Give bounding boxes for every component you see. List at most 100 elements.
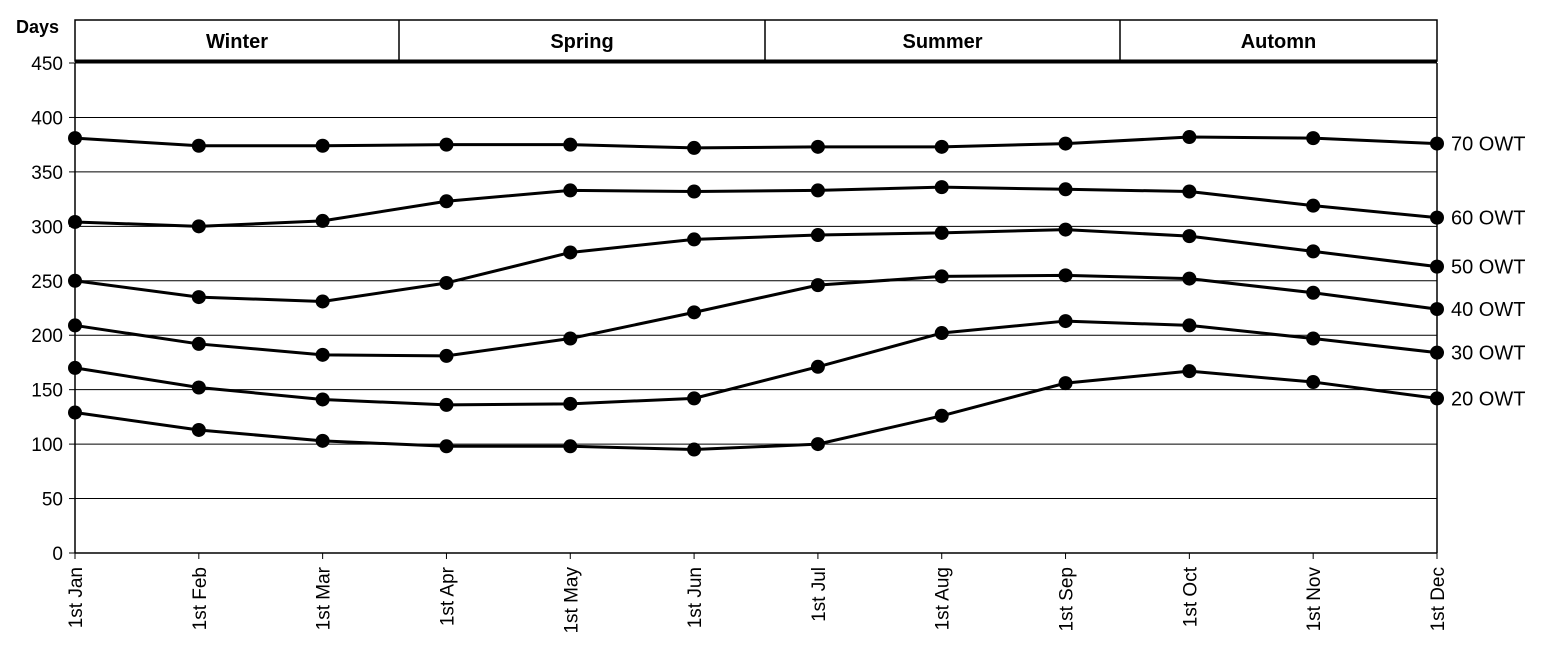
y-tick-label: 250 <box>31 272 63 293</box>
data-point-30-owt-1st-jan <box>68 360 82 375</box>
data-point-20-owt-1st-feb <box>191 422 206 437</box>
data-point-20-owt-1st-may <box>563 439 578 454</box>
season-label-summer: Summer <box>902 31 982 53</box>
x-tick-label-1st-sep: 1st Sep <box>1057 567 1078 631</box>
data-point-20-owt-1st-jun <box>687 442 702 457</box>
data-point-50-owt-1st-nov <box>1306 244 1321 259</box>
data-point-70-owt-1st-dec <box>1430 136 1444 151</box>
data-point-50-owt-1st-sep <box>1058 222 1073 237</box>
data-point-50-owt-1st-aug <box>934 225 949 240</box>
season-header: Winter Spring Summer Automn <box>74 19 1438 63</box>
data-point-40-owt-1st-oct <box>1182 271 1197 286</box>
data-point-20-owt-1st-jan <box>68 405 82 420</box>
data-point-60-owt-1st-feb <box>191 219 206 234</box>
data-point-60-owt-1st-aug <box>934 180 949 195</box>
data-point-30-owt-1st-aug <box>934 326 949 341</box>
x-tick-label-1st-jan: 1st Jan <box>66 567 87 628</box>
data-point-70-owt-1st-may <box>563 137 578 152</box>
data-point-20-owt-1st-mar <box>315 433 330 448</box>
data-point-60-owt-1st-oct <box>1182 184 1197 199</box>
series-layer <box>68 130 1444 457</box>
x-tick-label-1st-may: 1st May <box>561 567 582 634</box>
grid-layer <box>75 62 1437 500</box>
data-point-70-owt-1st-oct <box>1182 130 1197 145</box>
data-point-30-owt-1st-mar <box>315 392 330 407</box>
x-tick-label-1st-oct: 1st Oct <box>1180 566 1201 627</box>
data-point-60-owt-1st-mar <box>315 213 330 228</box>
data-point-60-owt-1st-nov <box>1306 198 1321 213</box>
data-point-40-owt-1st-may <box>563 331 578 346</box>
data-point-70-owt-1st-feb <box>191 138 206 153</box>
data-point-70-owt-1st-jan <box>68 131 82 146</box>
data-point-30-owt-1st-jul <box>810 359 825 374</box>
data-point-50-owt-1st-jun <box>687 232 702 247</box>
data-point-50-owt-1st-apr <box>439 275 454 290</box>
x-tick-label-1st-jun: 1st Jun <box>685 567 706 628</box>
series-line-70-owt <box>74 135 1438 150</box>
data-point-30-owt-1st-may <box>563 396 578 411</box>
data-point-50-owt-1st-may <box>563 245 578 260</box>
season-label-winter: Winter <box>206 31 268 53</box>
data-point-20-owt-1st-oct <box>1182 364 1197 379</box>
data-point-30-owt-1st-feb <box>191 380 206 395</box>
series-label-50-owt: 50 OWT <box>1451 257 1525 279</box>
data-point-30-owt-1st-jun <box>687 391 702 406</box>
series-labels: 70 OWT 60 OWT 50 OWT 40 OWT 30 OWT 20 OWT <box>1451 134 1525 411</box>
y-tick-label: 0 <box>52 544 63 565</box>
data-point-30-owt-1st-sep <box>1058 314 1073 329</box>
data-point-60-owt-1st-jan <box>68 214 82 229</box>
y-tick-label: 150 <box>31 381 63 402</box>
y-tick-label: 400 <box>31 108 63 129</box>
season-label-automn: Automn <box>1241 31 1317 53</box>
data-point-40-owt-1st-mar <box>315 347 330 362</box>
series-label-40-owt: 40 OWT <box>1451 299 1525 321</box>
series-line-20-owt <box>74 369 1438 452</box>
x-tick-label-1st-mar: 1st Mar <box>314 566 335 630</box>
series-line-50-owt <box>74 228 1438 303</box>
data-point-70-owt-1st-jun <box>687 140 702 155</box>
series-label-30-owt: 30 OWT <box>1451 343 1525 365</box>
data-point-30-owt-1st-nov <box>1306 331 1321 346</box>
data-point-70-owt-1st-sep <box>1058 136 1073 151</box>
data-point-60-owt-1st-apr <box>439 194 454 209</box>
x-tick-label-1st-aug: 1st Aug <box>933 567 954 630</box>
season-label-spring: Spring <box>550 31 613 53</box>
series-line-30-owt <box>74 319 1438 407</box>
data-point-20-owt-1st-nov <box>1306 375 1321 390</box>
data-point-60-owt-1st-jun <box>687 184 702 199</box>
series-line-40-owt <box>74 273 1438 358</box>
data-point-50-owt-1st-dec <box>1430 259 1444 274</box>
data-point-40-owt-1st-jun <box>687 305 702 320</box>
data-point-40-owt-1st-dec <box>1430 302 1444 317</box>
data-point-30-owt-1st-apr <box>439 397 454 412</box>
y-tick-label: 300 <box>31 217 63 238</box>
y-tick-label: 100 <box>31 435 63 456</box>
data-point-70-owt-1st-nov <box>1306 131 1321 146</box>
data-point-60-owt-1st-sep <box>1058 182 1073 197</box>
x-tick-label-1st-apr: 1st Apr <box>437 566 458 626</box>
data-point-50-owt-1st-oct <box>1182 229 1197 244</box>
data-point-60-owt-1st-may <box>563 183 578 198</box>
series-label-70-owt: 70 OWT <box>1451 134 1525 156</box>
y-tick-label: 350 <box>31 163 63 184</box>
data-point-50-owt-1st-feb <box>191 290 206 305</box>
data-point-70-owt-1st-mar <box>315 138 330 153</box>
data-point-40-owt-1st-sep <box>1058 268 1073 283</box>
data-point-20-owt-1st-dec <box>1430 391 1444 406</box>
data-point-40-owt-1st-feb <box>191 336 206 351</box>
x-tick-label-1st-nov: 1st Nov <box>1304 567 1325 632</box>
data-point-60-owt-1st-dec <box>1430 210 1444 225</box>
data-point-70-owt-1st-aug <box>934 139 949 154</box>
y-tick-label: 200 <box>31 326 63 347</box>
x-tick-label-1st-dec: 1st Dec <box>1428 567 1449 631</box>
series-label-60-owt: 60 OWT <box>1451 208 1525 230</box>
data-point-40-owt-1st-nov <box>1306 285 1321 300</box>
y-tick-label: 50 <box>42 490 63 511</box>
data-point-40-owt-1st-aug <box>934 269 949 284</box>
data-point-50-owt-1st-jul <box>810 228 825 243</box>
x-tick-label-1st-jul: 1st Jul <box>809 567 830 622</box>
y-axis-label: Days <box>16 17 59 37</box>
data-point-60-owt-1st-jul <box>810 183 825 198</box>
